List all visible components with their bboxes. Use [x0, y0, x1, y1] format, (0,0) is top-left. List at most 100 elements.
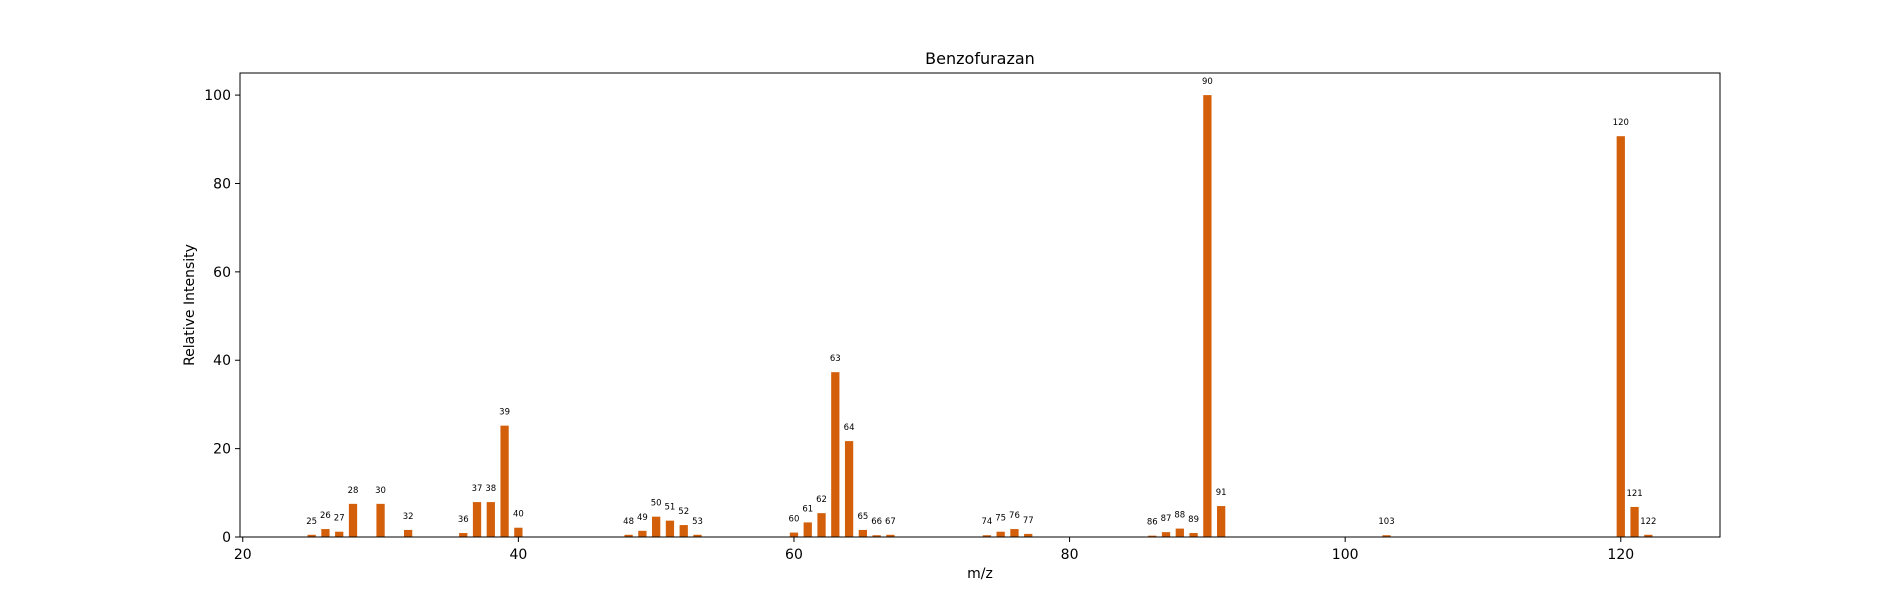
bar-mz-88 — [1175, 528, 1184, 537]
bar-label-mz-28: 28 — [348, 486, 359, 496]
bar-label-mz-87: 87 — [1161, 514, 1172, 524]
bar-mz-67 — [886, 534, 895, 537]
bar-label-mz-120: 120 — [1613, 118, 1629, 128]
bar-mz-63 — [831, 372, 840, 537]
bar-label-mz-25: 25 — [306, 517, 317, 527]
bar-label-mz-91: 91 — [1216, 488, 1227, 498]
y-tick-label-20: 20 — [213, 442, 231, 458]
bar-mz-52 — [679, 525, 688, 537]
bar-mz-86 — [1148, 535, 1157, 537]
plot-frame — [239, 72, 1721, 538]
bar-label-mz-27: 27 — [334, 514, 345, 524]
bar-label-mz-66: 66 — [871, 517, 882, 527]
bar-label-mz-51: 51 — [665, 503, 676, 513]
bar-mz-61 — [803, 522, 812, 537]
bar-label-mz-62: 62 — [816, 495, 827, 505]
bar-mz-36 — [459, 533, 468, 537]
bar-mz-64 — [844, 441, 854, 537]
bar-mz-77 — [1024, 533, 1033, 537]
bar-label-mz-63: 63 — [830, 354, 841, 364]
bar-mz-76 — [1010, 529, 1019, 537]
bar-label-mz-40: 40 — [513, 510, 524, 520]
chart-title: Benzofurazan — [925, 49, 1035, 68]
bar-label-mz-32: 32 — [403, 512, 414, 522]
x-axis-ticks: 20 40 60 80 100 120 — [234, 537, 1634, 563]
bar-mz-66 — [872, 535, 881, 537]
bar-mz-28 — [348, 503, 358, 537]
bar-mz-40 — [514, 527, 523, 537]
bar-label-mz-74: 74 — [981, 517, 992, 527]
bar-label-mz-88: 88 — [1174, 511, 1185, 521]
x-tick-label-40: 40 — [509, 547, 527, 563]
bar-label-mz-49: 49 — [637, 513, 648, 523]
bar-mz-89 — [1189, 533, 1198, 537]
y-axis-label: Relative Intensity — [182, 244, 198, 366]
y-tick-label-40: 40 — [213, 353, 231, 369]
bar-label-mz-67: 67 — [885, 517, 896, 527]
bar-label-mz-64: 64 — [844, 423, 855, 433]
x-tick-label-120: 120 — [1607, 547, 1634, 563]
bar-mz-53 — [693, 534, 702, 537]
bar-label-mz-89: 89 — [1188, 515, 1199, 525]
bar-label-mz-103: 103 — [1378, 517, 1394, 527]
bar-label-mz-50: 50 — [651, 499, 662, 509]
x-tick-label-100: 100 — [1332, 547, 1359, 563]
bar-label-mz-53: 53 — [692, 517, 703, 527]
bar-mz-49 — [638, 530, 647, 537]
bar-mz-120 — [1616, 136, 1625, 537]
bar-mz-30 — [376, 503, 385, 537]
bar-label-mz-52: 52 — [678, 507, 689, 517]
bar-label-mz-121: 121 — [1626, 489, 1642, 499]
bar-label-mz-86: 86 — [1147, 518, 1158, 528]
bar-mz-25 — [307, 534, 316, 537]
bar-mz-103 — [1382, 535, 1391, 537]
bar-label-mz-48: 48 — [623, 517, 634, 527]
bar-mz-65 — [858, 529, 867, 537]
bar-mz-26 — [321, 529, 330, 537]
bar-mz-27 — [335, 531, 344, 537]
bar-mz-121 — [1630, 506, 1639, 537]
bar-label-mz-122: 122 — [1640, 517, 1656, 527]
bar-label-mz-61: 61 — [802, 504, 813, 514]
bar-label-mz-65: 65 — [857, 512, 868, 522]
bar-label-mz-90: 90 — [1202, 77, 1213, 87]
bar-label-mz-30: 30 — [375, 486, 386, 496]
x-tick-label-80: 80 — [1061, 547, 1079, 563]
bar-mz-51 — [665, 520, 675, 537]
bar-mz-90 — [1203, 95, 1212, 537]
bar-label-mz-76: 76 — [1009, 511, 1020, 521]
bar-mz-87 — [1161, 532, 1171, 537]
x-axis-label: m/z — [967, 566, 993, 582]
bar-mz-39 — [500, 425, 509, 537]
y-tick-label-60: 60 — [213, 265, 231, 281]
bar-mz-60 — [789, 532, 799, 537]
bar-label-mz-36: 36 — [458, 515, 469, 525]
bar-label-mz-60: 60 — [789, 515, 800, 525]
bar-mz-48 — [624, 534, 633, 537]
bar-label-mz-39: 39 — [499, 408, 510, 418]
bar-mz-74 — [982, 535, 992, 537]
bars-layer — [307, 95, 1653, 537]
bar-label-mz-38: 38 — [485, 484, 496, 494]
y-tick-label-0: 0 — [222, 530, 231, 546]
bar-mz-37 — [472, 502, 482, 537]
bar-mz-38 — [486, 502, 495, 537]
bar-label-mz-37: 37 — [472, 484, 483, 494]
bar-label-mz-26: 26 — [320, 511, 331, 521]
bar-label-mz-75: 75 — [995, 514, 1006, 524]
y-tick-label-100: 100 — [204, 88, 231, 104]
bar-label-mz-77: 77 — [1023, 516, 1034, 526]
bar-mz-32 — [403, 529, 413, 537]
bar-mz-50 — [652, 516, 661, 537]
bar-mz-75 — [996, 531, 1005, 537]
bar-mz-62 — [817, 513, 826, 537]
bar-mz-91 — [1217, 506, 1226, 537]
x-tick-label-20: 20 — [234, 547, 252, 563]
y-axis-ticks: 0 20 40 60 80 100 — [204, 88, 240, 546]
x-tick-label-60: 60 — [785, 547, 803, 563]
bar-mz-122 — [1644, 534, 1653, 537]
y-tick-label-80: 80 — [213, 176, 231, 192]
